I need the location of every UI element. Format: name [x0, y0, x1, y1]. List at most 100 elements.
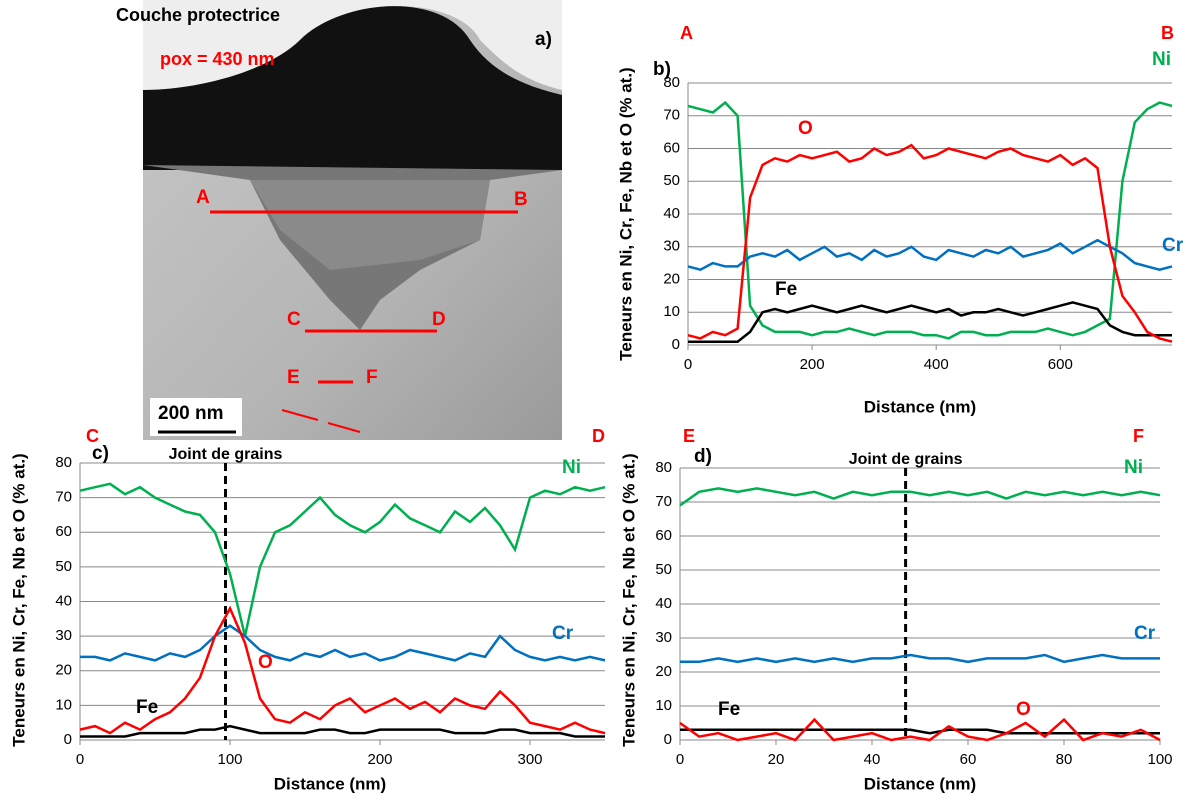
x-tick-label: 300: [517, 751, 542, 768]
series-line: [680, 653, 1160, 664]
micrograph-title: Couche protectrice: [116, 5, 280, 25]
arrow: [281, 409, 319, 421]
y-tick-label: 70: [663, 107, 680, 124]
y-tick-label: 20: [655, 663, 672, 680]
point-label: B: [514, 189, 528, 210]
x-axis-title: Distance (nm): [864, 397, 976, 416]
x-tick-label: 100: [1147, 751, 1172, 768]
y-axis-title: Teneurs en Ni, Cr, Fe, Nb et O (% at.): [9, 453, 28, 746]
y-tick-label: 60: [663, 139, 680, 156]
series-line: [79, 605, 606, 735]
arrow: [327, 422, 361, 433]
background-region: [143, 0, 562, 90]
series-label: O: [1016, 699, 1031, 720]
panel-label: a): [535, 29, 552, 50]
y-tick-label: 10: [55, 696, 72, 713]
micrograph: 200 nm Couche protectrice pox = 430 nm a…: [116, 0, 562, 440]
oxide-core: [250, 180, 490, 270]
panel-label: b): [653, 59, 671, 80]
point-label: E: [287, 367, 300, 388]
x-axis-title: Distance (nm): [274, 774, 386, 793]
series-label: Ni: [1124, 457, 1143, 478]
y-tick-label: 10: [663, 303, 680, 320]
y-tick-label: 10: [655, 697, 672, 714]
x-tick-label: 600: [1048, 356, 1073, 373]
x-tick-label: 80: [1056, 751, 1073, 768]
series-label: Cr: [1134, 623, 1156, 644]
y-tick-label: 60: [55, 523, 72, 540]
x-tick-label: 0: [76, 751, 84, 768]
y-tick-label: 70: [655, 493, 672, 510]
series-label: O: [798, 118, 813, 139]
series-line: [687, 143, 1173, 343]
corner-label: E: [683, 426, 695, 446]
x-tick-label: 100: [217, 751, 242, 768]
x-axis-title: Distance (nm): [864, 774, 976, 793]
y-tick-label: 20: [663, 270, 680, 287]
series-line: [680, 728, 1160, 735]
x-tick-label: 60: [960, 751, 977, 768]
y-tick-label: 30: [663, 238, 680, 255]
protective-layer: [143, 6, 562, 170]
annotation-label: Joint de grains: [169, 446, 283, 463]
annotation-label: Joint de grains: [849, 451, 963, 468]
series-label: Ni: [1152, 49, 1171, 70]
corner-label: B: [1161, 23, 1174, 43]
y-tick-label: 60: [655, 527, 672, 544]
series-line: [679, 717, 1161, 742]
y-tick-label: 80: [663, 74, 680, 91]
point-label: F: [366, 367, 378, 388]
corner-label: F: [1133, 426, 1144, 446]
y-tick-label: 0: [672, 336, 680, 353]
y-axis-title: Teneurs en Ni, Cr, Fe, Nb et O (% at.): [619, 453, 638, 746]
point-label: A: [196, 187, 210, 208]
y-tick-label: 30: [55, 627, 72, 644]
series-label: Fe: [136, 697, 158, 718]
series-label: Cr: [552, 623, 574, 644]
y-tick-label: 70: [55, 489, 72, 506]
series-label: Fe: [718, 699, 740, 720]
panel-label: c): [92, 443, 109, 464]
y-tick-label: 50: [663, 172, 680, 189]
x-tick-label: 200: [800, 356, 825, 373]
scale-box: [150, 398, 242, 436]
series-line: [80, 724, 605, 738]
y-tick-label: 80: [55, 454, 72, 471]
micrograph-note: pox = 430 nm: [160, 49, 275, 69]
series-label: Cr: [1162, 235, 1184, 256]
x-tick-label: 20: [768, 751, 785, 768]
point-label: C: [287, 309, 301, 330]
panel-label: d): [694, 446, 712, 467]
y-axis-title: Teneurs en Ni, Cr, Fe, Nb et O (% at.): [616, 67, 635, 360]
y-tick-label: 40: [655, 595, 672, 612]
y-tick-label: 0: [664, 731, 672, 748]
y-tick-label: 50: [55, 558, 72, 575]
x-tick-label: 0: [684, 356, 692, 373]
series-line: [688, 301, 1172, 343]
series-label: Fe: [775, 279, 797, 300]
y-tick-label: 50: [655, 561, 672, 578]
scale-label: 200 nm: [158, 403, 223, 424]
y-tick-label: 40: [663, 205, 680, 222]
y-tick-label: 80: [655, 459, 672, 476]
y-tick-label: 0: [64, 731, 72, 748]
series-line: [79, 482, 606, 637]
corner-label: D: [592, 426, 605, 446]
series-label: Ni: [562, 457, 581, 478]
series-label: O: [258, 652, 273, 673]
y-tick-label: 30: [655, 629, 672, 646]
x-tick-label: 40: [864, 751, 881, 768]
series-line: [679, 487, 1161, 507]
y-tick-label: 20: [55, 662, 72, 679]
series-line: [687, 100, 1173, 340]
corner-label: A: [680, 23, 693, 43]
x-tick-label: 0: [676, 751, 684, 768]
series-line: [80, 624, 606, 662]
corner-label: C: [86, 426, 99, 446]
series-line: [687, 238, 1173, 272]
y-tick-label: 40: [55, 592, 72, 609]
point-label: D: [432, 309, 446, 330]
x-tick-label: 400: [924, 356, 949, 373]
x-tick-label: 200: [367, 751, 392, 768]
